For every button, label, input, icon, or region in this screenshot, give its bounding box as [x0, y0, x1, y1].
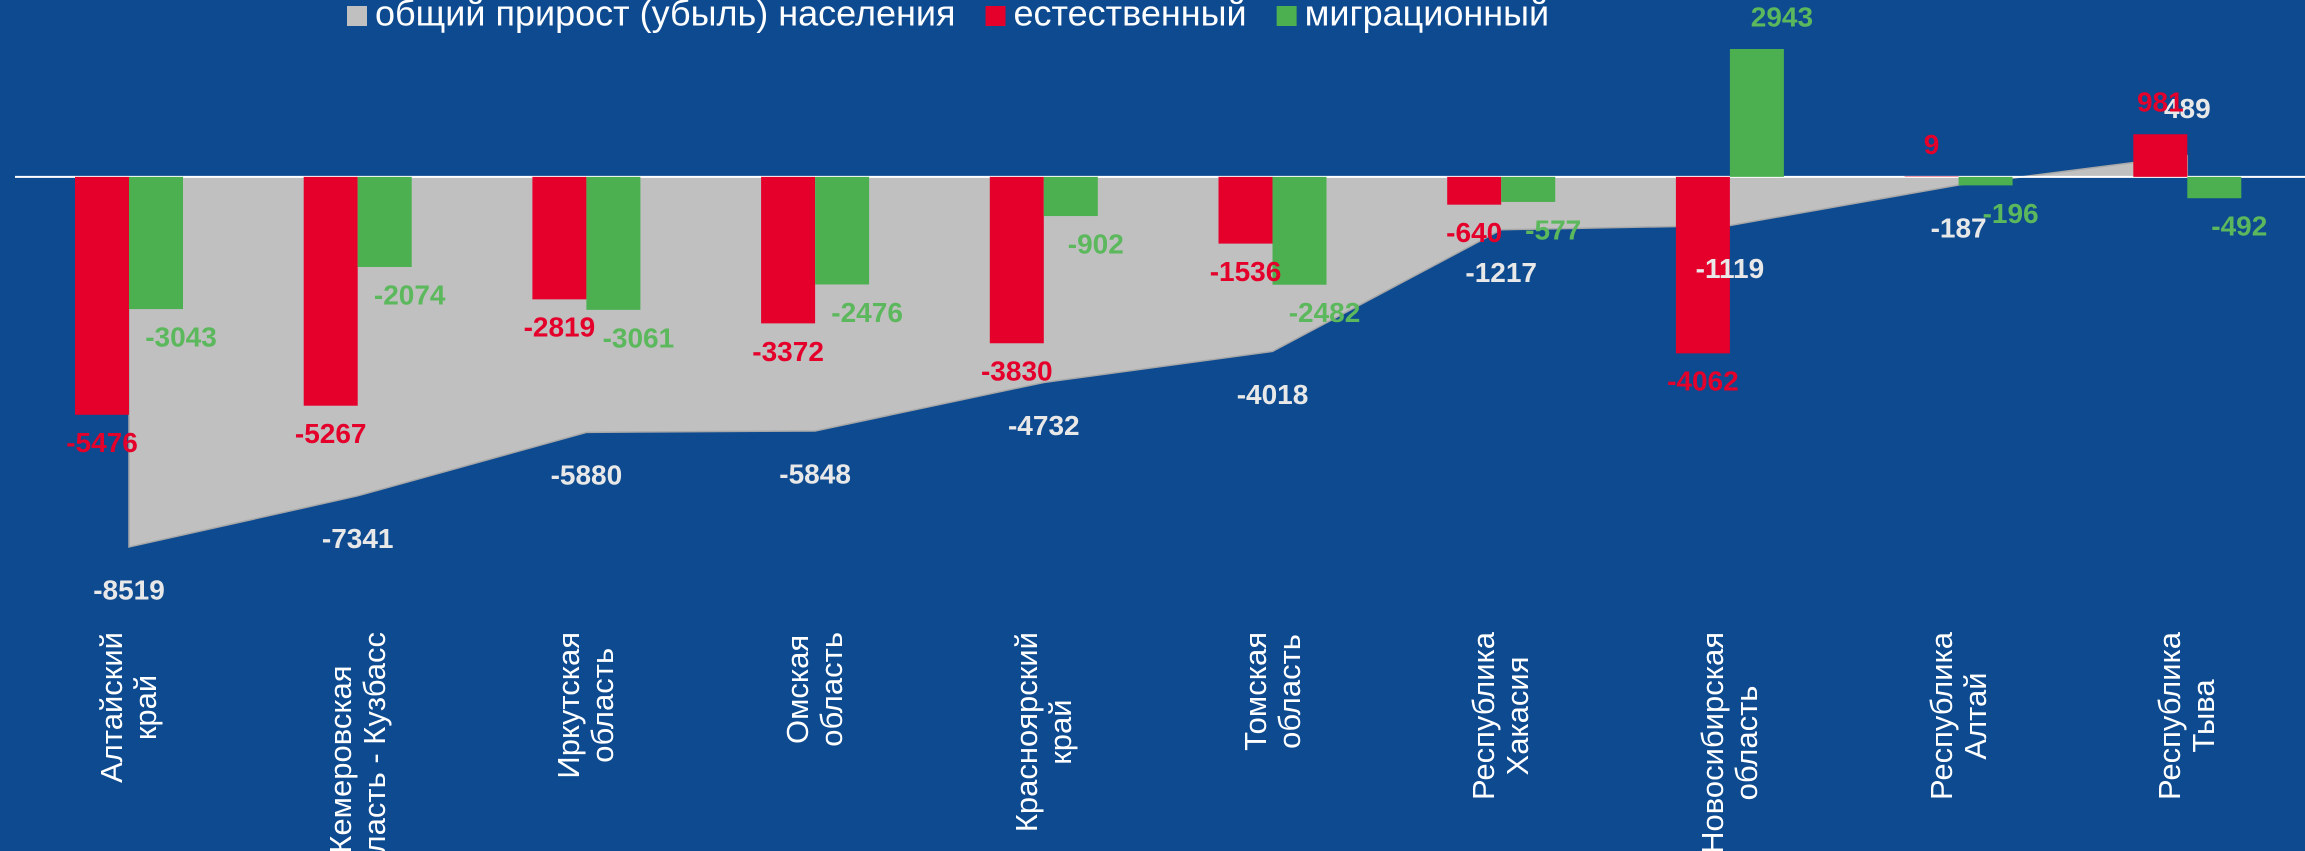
value-label: 489 [2164, 93, 2211, 124]
value-label: -5476 [66, 427, 138, 458]
value-label: -5848 [779, 458, 851, 489]
value-label: -640 [1446, 217, 1502, 248]
value-label: -5267 [295, 418, 367, 449]
value-label: 2943 [1751, 1, 1813, 32]
value-label: -902 [1068, 228, 1124, 259]
bar [1729, 49, 1784, 177]
value-label: -3372 [752, 336, 824, 367]
x-tick-label: Иркутская область [551, 632, 621, 779]
x-tick-label: Томская область [1237, 632, 1307, 751]
bar [303, 176, 358, 406]
value-label: -3830 [981, 356, 1053, 387]
bar [532, 176, 587, 300]
bar [129, 176, 183, 310]
area [128, 154, 2189, 548]
bar [2187, 176, 2242, 199]
x-tick-label: Красноярский край [1008, 632, 1078, 833]
value-label: -1119 [1696, 253, 1765, 284]
bar [1218, 176, 1273, 244]
value-label: -4018 [1237, 379, 1309, 410]
bar [1272, 176, 1327, 285]
value-label: 981 [2137, 87, 2184, 118]
bar [761, 176, 816, 324]
value-label: -2074 [374, 279, 446, 310]
value-label: -2482 [1289, 297, 1361, 328]
bar [1043, 176, 1098, 217]
x-tick-label: Республика Хакасия [1466, 632, 1536, 800]
x-tick-label: Республика Алтай [1923, 632, 1993, 800]
value-label: -2819 [524, 312, 596, 343]
bar [815, 176, 870, 285]
value-label: -577 [1525, 214, 1581, 245]
legend-label: миграционный [1305, 0, 1550, 34]
x-tick-label: Кемеровская область - Кузбасс [322, 632, 392, 851]
bar [1675, 176, 1730, 354]
bar [75, 176, 129, 415]
value-label: -4062 [1667, 366, 1739, 397]
value-label: -492 [2211, 211, 2267, 242]
legend-label: общий прирост (убыль) населения [375, 0, 956, 34]
x-tick-label: Новосибирская область [1694, 632, 1764, 851]
legend-swatch [347, 6, 367, 26]
bar [586, 176, 641, 310]
value-label: -4732 [1008, 410, 1080, 441]
bar [357, 176, 412, 267]
value-label: -196 [1983, 198, 2039, 229]
x-tick-label: Алтайский край [94, 632, 163, 783]
bar [1501, 176, 1556, 202]
value-label: -187 [1931, 212, 1987, 243]
value-label: -3043 [145, 321, 217, 352]
value-label: -1536 [1210, 256, 1282, 287]
value-label: 9 [1924, 129, 1940, 160]
value-label: -8519 [93, 574, 165, 605]
bar [2133, 134, 2188, 177]
value-label: -5880 [551, 460, 623, 491]
x-tick-label: Республика Тыва [2152, 632, 2222, 800]
value-label: -1217 [1465, 257, 1537, 288]
x-tick-label: Омская область [780, 632, 850, 747]
bar [989, 176, 1044, 344]
legend-label: естественный [1014, 0, 1247, 34]
bar [1958, 176, 2013, 186]
value-label: -2476 [831, 297, 903, 328]
value-label: -3061 [603, 322, 675, 353]
value-label: -7341 [322, 523, 394, 554]
legend-swatch [1276, 6, 1297, 26]
legend-swatch [985, 6, 1006, 26]
bar [1447, 176, 1502, 205]
